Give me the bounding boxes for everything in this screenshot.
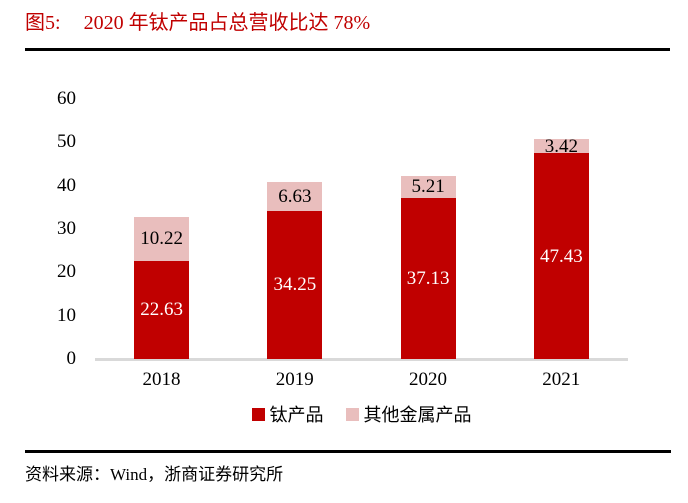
bar-value-label: 10.22: [140, 228, 183, 250]
bar-segment: 47.43: [533, 153, 589, 359]
bar-value-label: 3.42: [544, 135, 578, 157]
y-axis-tick-label: 30: [57, 218, 76, 240]
legend-label: 其他金属产品: [363, 405, 472, 425]
bar-value-label: 47.43: [540, 245, 583, 267]
x-axis-line: [95, 358, 628, 361]
top-divider: [25, 48, 670, 51]
x-axis-label: 2021: [542, 369, 581, 390]
legend-label: 钛产品: [269, 405, 324, 425]
bar-value-label: 37.13: [406, 268, 450, 290]
legend-swatch-icon: [345, 407, 359, 421]
y-axis-tick-label: 20: [57, 261, 76, 283]
x-axis-label: 2020: [409, 369, 447, 390]
figure-header: 图5: 2020 年钛产品占总营收比达 78%: [25, 10, 370, 36]
y-axis-tick-label: 0: [66, 348, 77, 370]
figure-title: 2020 年钛产品占总营收比达 78%: [83, 12, 371, 34]
bar-segment: 37.13: [400, 198, 456, 359]
x-axis-label: 2019: [275, 369, 314, 390]
y-axis-tick-label: 10: [57, 304, 76, 326]
bar-segment: 6.63: [267, 181, 323, 211]
legend-swatch-icon: [251, 407, 265, 421]
bar-segment: 3.42: [533, 135, 589, 157]
stacked-bar-chart: 0 10 20 30 40 50 60 22.63 10.22 2018 34.25 6.63 2019…: [0, 85, 688, 440]
x-axis-label: 2018: [142, 369, 181, 390]
y-axis-tick-label: 60: [57, 88, 76, 110]
y-axis-tick-label: 50: [57, 131, 76, 153]
source-note: 资料来源：Wind，浙商证券研究所: [25, 465, 284, 484]
bar-value-label: 34.25: [273, 274, 317, 296]
figure-label: 图5:: [25, 12, 61, 34]
bar-value-label: 6.63: [278, 185, 312, 207]
legend-item: 其他金属产品: [345, 401, 472, 427]
legend-item: 钛产品: [251, 401, 324, 427]
bar-segment: 5.21: [400, 175, 456, 199]
bar-value-label: 22.63: [140, 299, 183, 321]
bar-segment: 10.22: [134, 216, 190, 261]
bar-value-label: 5.21: [411, 176, 445, 198]
bar-segment: 22.63: [134, 260, 190, 359]
y-axis-tick-label: 40: [57, 174, 76, 196]
chart-legend: 钛产品 其他金属产品: [95, 401, 628, 427]
bar-segment: 34.25: [267, 210, 323, 359]
bottom-divider: [25, 450, 671, 453]
